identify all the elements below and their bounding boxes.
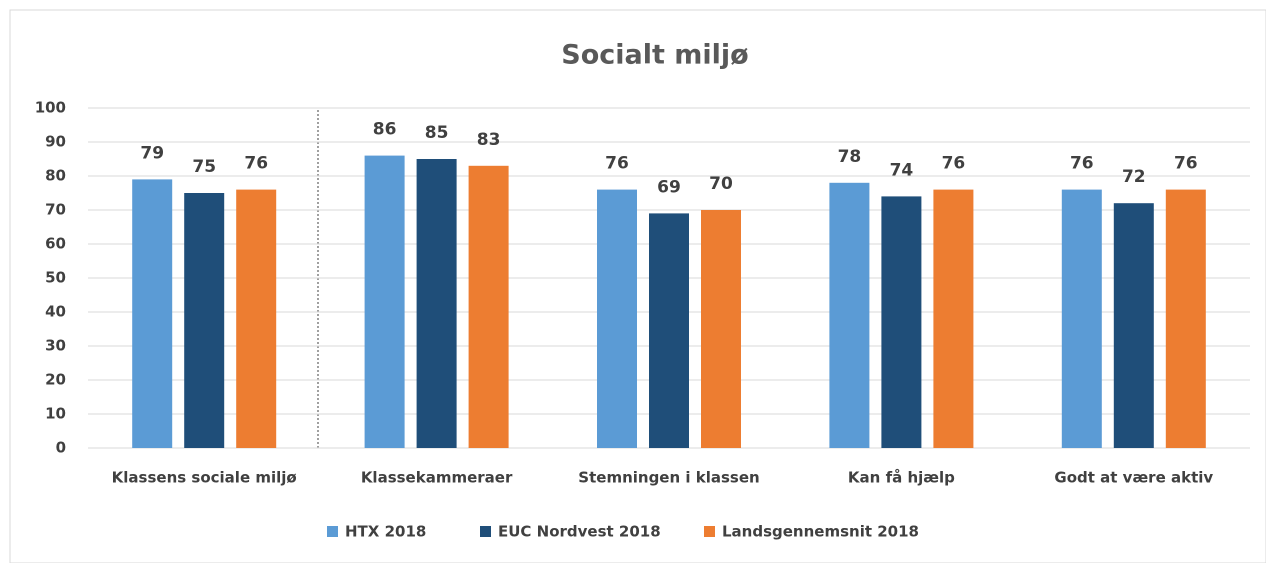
data-label: 69 (657, 177, 681, 197)
data-label: 85 (425, 123, 449, 143)
data-label: 78 (838, 147, 862, 167)
data-label: 76 (942, 154, 966, 174)
y-tick-label: 10 (45, 405, 66, 423)
bar (1113, 203, 1154, 448)
bar (364, 155, 405, 448)
y-tick-label: 70 (45, 201, 66, 219)
legend-swatch (327, 526, 338, 537)
data-label: 76 (1070, 154, 1094, 174)
bar (829, 182, 870, 449)
bar (881, 196, 922, 448)
x-tick-label: Klassekammeraer (361, 469, 513, 487)
y-tick-label: 80 (45, 167, 66, 185)
bar (132, 179, 173, 448)
bar (468, 165, 509, 449)
legend-swatch (480, 526, 491, 537)
bar (597, 189, 637, 448)
bar (184, 193, 225, 448)
legend-label: Landsgennemsnit 2018 (722, 523, 919, 541)
y-tick-label: 20 (45, 371, 66, 389)
x-tick-label: Stemningen i klassen (578, 469, 759, 487)
legend-label: EUC Nordvest 2018 (498, 523, 661, 541)
bar (1061, 189, 1102, 448)
bar (416, 159, 457, 448)
y-tick-label: 50 (45, 269, 66, 287)
data-label: 74 (890, 160, 914, 180)
x-tick-label: Klassens sociale miljø (112, 469, 297, 487)
y-tick-label: 60 (45, 235, 66, 253)
x-tick-label: Kan få hjælp (848, 469, 955, 487)
legend-swatch (704, 526, 715, 537)
legend-label: HTX 2018 (345, 523, 426, 541)
data-label: 79 (140, 143, 164, 163)
chart-title: Socialt miljø (561, 40, 748, 71)
y-tick-label: 40 (45, 303, 66, 321)
data-label: 75 (192, 157, 216, 177)
y-tick-label: 100 (35, 99, 66, 117)
bar (236, 189, 277, 448)
data-label: 76 (1174, 154, 1198, 174)
bar (1165, 189, 1206, 448)
y-tick-label: 30 (45, 337, 66, 355)
data-label: 76 (605, 154, 629, 174)
bar (649, 213, 689, 448)
data-label: 83 (477, 130, 501, 150)
x-tick-label: Godt at være aktiv (1054, 469, 1213, 487)
y-tick-label: 0 (56, 439, 66, 457)
bar (701, 210, 741, 448)
bar (933, 189, 974, 448)
data-label: 72 (1122, 167, 1146, 187)
data-label: 70 (709, 174, 733, 194)
data-label: 86 (373, 120, 397, 140)
data-label: 76 (244, 154, 268, 174)
y-tick-label: 90 (45, 133, 66, 151)
